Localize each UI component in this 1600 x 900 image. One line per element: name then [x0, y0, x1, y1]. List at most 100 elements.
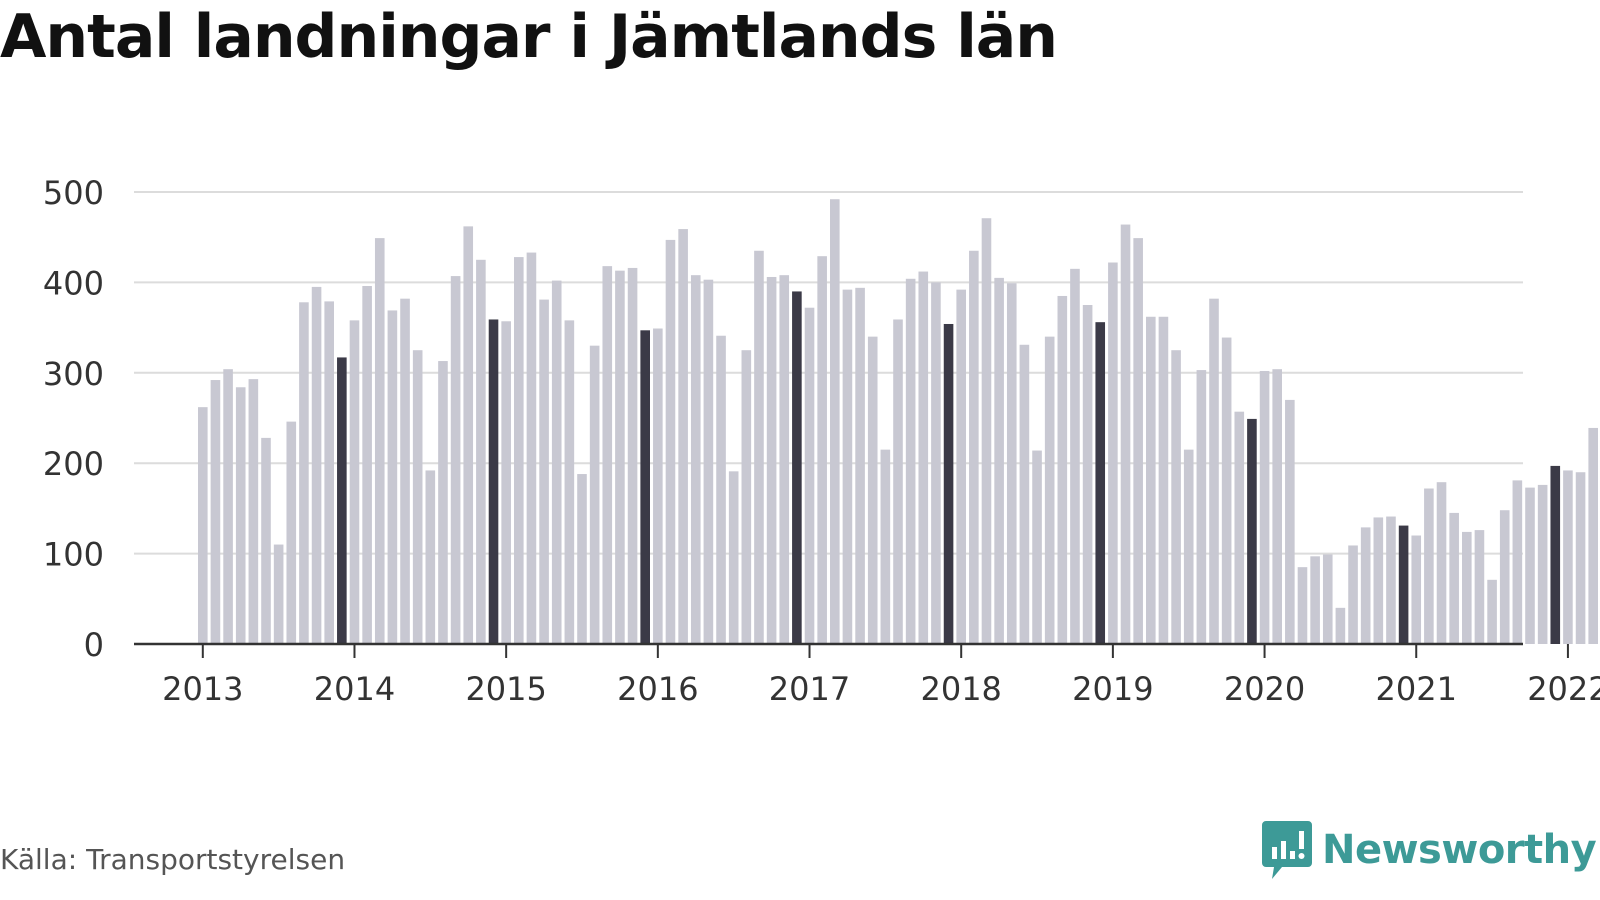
bar — [969, 250, 979, 644]
bar — [703, 279, 714, 644]
bar — [640, 330, 650, 644]
bar — [1133, 238, 1143, 644]
bar — [349, 320, 360, 644]
brand-name: Newsworthy — [1322, 827, 1597, 873]
bar — [943, 323, 954, 644]
bar — [956, 289, 966, 644]
x-tick-label: 2014 — [314, 670, 395, 708]
bar — [665, 239, 676, 645]
bar — [905, 278, 916, 644]
bar — [1537, 484, 1548, 644]
bars — [198, 199, 1598, 645]
bar — [1108, 262, 1118, 644]
bar — [1449, 512, 1459, 644]
bar — [198, 407, 208, 644]
bar — [741, 350, 752, 644]
bar — [261, 437, 271, 644]
bar — [918, 271, 929, 644]
bar — [842, 289, 853, 644]
x-tick-label: 2017 — [769, 670, 850, 708]
bar — [779, 275, 790, 644]
bar — [1221, 337, 1232, 644]
bar — [564, 320, 575, 644]
bar — [1183, 449, 1194, 644]
bar — [754, 250, 764, 644]
bar — [1373, 517, 1384, 644]
bar — [1146, 316, 1156, 644]
bar — [1297, 567, 1308, 644]
newsworthy-logo-icon — [1262, 821, 1312, 879]
bar — [690, 275, 701, 644]
bar — [311, 286, 322, 644]
bar — [1158, 316, 1169, 644]
y-tick-label: 500 — [43, 174, 104, 212]
bar — [1487, 579, 1497, 644]
bar — [425, 470, 436, 644]
bar — [476, 259, 486, 644]
bar — [248, 379, 259, 644]
bar — [615, 270, 625, 644]
bar — [577, 474, 587, 644]
bar — [855, 287, 865, 644]
x-tick-label: 2016 — [617, 670, 698, 708]
bar — [602, 266, 613, 644]
bar — [1120, 224, 1131, 644]
bar — [488, 319, 499, 644]
bar — [931, 282, 941, 644]
bar — [1348, 545, 1358, 644]
bar — [1259, 370, 1270, 644]
bar — [880, 449, 891, 644]
x-tick-label: 2022 — [1527, 670, 1600, 708]
bar — [400, 298, 410, 644]
bar — [728, 471, 739, 644]
bar — [286, 421, 297, 644]
bar — [1247, 418, 1257, 644]
bar — [1335, 607, 1346, 644]
bar — [1512, 480, 1523, 644]
bar — [1436, 482, 1447, 644]
bar — [438, 361, 448, 644]
bar — [223, 369, 233, 644]
chart-title: Antal landningar i Jämtlands län — [0, 2, 1058, 72]
bar — [450, 276, 461, 644]
bar — [1424, 488, 1434, 644]
bar — [526, 252, 537, 644]
bar — [1474, 530, 1485, 644]
bar — [1171, 350, 1181, 644]
y-axis-ticks: 0 100 200 300 400 500 — [43, 174, 104, 664]
bar — [792, 291, 802, 644]
y-tick-label: 400 — [43, 264, 104, 302]
bar — [1044, 336, 1055, 644]
bar — [551, 280, 562, 644]
bar — [627, 267, 638, 644]
bar — [1360, 527, 1371, 644]
bar — [867, 336, 878, 644]
source-note: Källa: Transportstyrelsen — [0, 843, 346, 876]
bar — [1386, 516, 1396, 644]
bar — [1032, 450, 1042, 644]
bar — [337, 357, 347, 644]
bar — [1057, 295, 1068, 644]
brand-logo[interactable]: Newsworthy — [1262, 820, 1597, 880]
bar — [1411, 535, 1422, 644]
bar — [1082, 305, 1093, 644]
bar — [1095, 322, 1106, 644]
bar — [1209, 298, 1219, 644]
bar — [766, 276, 777, 644]
bar — [893, 319, 903, 644]
y-tick-label: 300 — [43, 355, 104, 393]
bar — [830, 199, 840, 644]
bar — [1588, 427, 1598, 644]
bar — [374, 238, 385, 644]
bar — [539, 299, 549, 644]
bar — [817, 256, 827, 644]
bar — [235, 387, 246, 644]
bar — [716, 335, 726, 644]
bar — [994, 277, 1004, 644]
bar — [387, 310, 398, 644]
bar — [1234, 411, 1245, 644]
bar — [1322, 554, 1333, 644]
bar — [678, 229, 688, 644]
bar — [1462, 531, 1472, 644]
